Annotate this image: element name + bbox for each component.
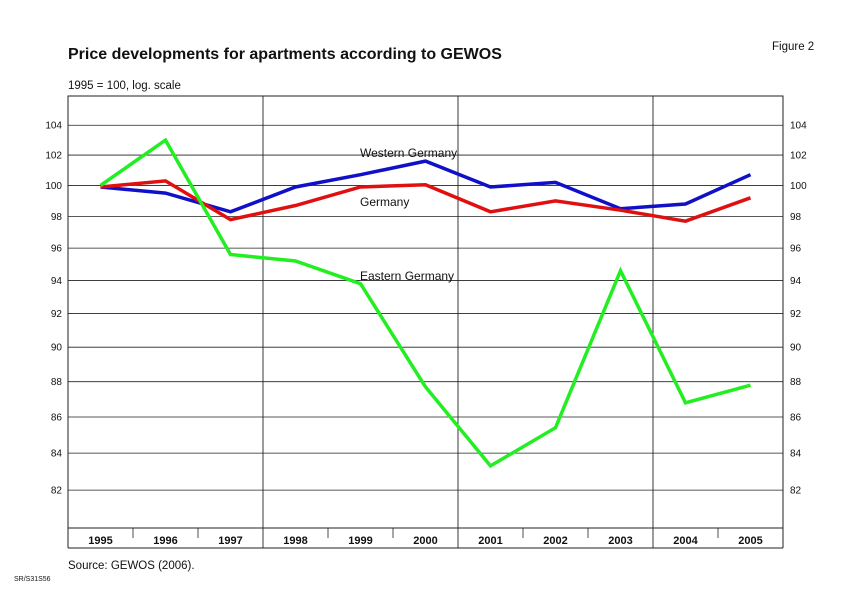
y-tick-label-right: 88 <box>790 377 802 388</box>
series-label-germany: Germany <box>360 195 409 209</box>
x-tick-label: 2005 <box>738 535 762 547</box>
y-tick-label-right: 84 <box>790 449 802 460</box>
x-tick-label: 2004 <box>673 535 698 547</box>
y-tick-label-right: 90 <box>790 343 802 354</box>
document-code: SR/S31S56 <box>14 576 51 583</box>
y-tick-label-left: 84 <box>51 449 63 460</box>
x-tick-label: 2001 <box>478 535 502 547</box>
x-tick-label: 2003 <box>608 535 632 547</box>
y-tick-label-left: 92 <box>51 309 63 320</box>
y-tick-label-left: 96 <box>51 244 63 255</box>
x-tick-label: 1999 <box>348 535 372 547</box>
x-tick-label: 1998 <box>283 535 307 547</box>
y-tick-label-left: 88 <box>51 377 63 388</box>
x-tick-label: 1996 <box>153 535 177 547</box>
y-tick-label-left: 94 <box>51 276 63 287</box>
x-tick-label: 1995 <box>88 535 112 547</box>
y-tick-label-right: 96 <box>790 244 802 255</box>
y-tick-label-left: 102 <box>45 151 62 162</box>
y-tick-label-right: 104 <box>790 121 807 132</box>
y-tick-label-right: 86 <box>790 412 802 423</box>
x-tick-label: 1997 <box>218 535 242 547</box>
y-tick-label-right: 100 <box>790 181 807 192</box>
chart-subtitle: 1995 = 100, log. scale <box>68 80 181 92</box>
y-tick-label-left: 100 <box>45 181 62 192</box>
x-tick-label: 2000 <box>413 535 437 547</box>
source-note: Source: GEWOS (2006). <box>68 560 195 572</box>
y-tick-label-left: 98 <box>51 212 63 223</box>
chart-title: Price developments for apartments accord… <box>68 46 502 63</box>
series-label-eastern-germany: Eastern Germany <box>360 269 454 283</box>
y-tick-label-left: 82 <box>51 486 63 497</box>
y-tick-label-right: 82 <box>790 486 802 497</box>
y-tick-label-right: 94 <box>790 276 802 287</box>
y-tick-label-left: 104 <box>45 121 62 132</box>
y-tick-label-right: 92 <box>790 309 802 320</box>
y-tick-label-left: 90 <box>51 343 63 354</box>
y-tick-label-left: 86 <box>51 412 63 423</box>
x-tick-label: 2002 <box>543 535 567 547</box>
plot-frame <box>67 95 784 529</box>
y-tick-label-right: 102 <box>790 151 807 162</box>
figure-label: Figure 2 <box>772 41 815 53</box>
series-label-western-germany: Western Germany <box>360 146 457 160</box>
y-tick-label-right: 98 <box>790 212 802 223</box>
